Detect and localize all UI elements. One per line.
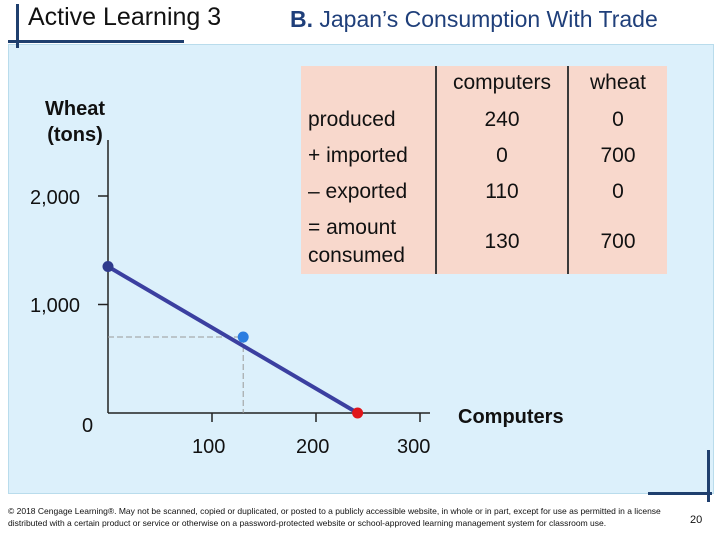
ppf-line-0	[106, 264, 359, 415]
row-label-exported: – exported	[308, 180, 408, 203]
slide-subtitle: B. Japan’s Consumption With Trade	[290, 6, 658, 33]
page-number: 20	[690, 514, 703, 526]
y-axis-title-line-1: Wheat	[45, 98, 105, 120]
table-header-computers: computers	[452, 71, 552, 94]
cell-exported-wheat: 0	[612, 180, 624, 203]
production-point	[352, 407, 364, 419]
consumption-point	[237, 331, 249, 343]
cell-exported-computers: 110	[485, 180, 519, 203]
row-label-consumed: consumed	[308, 244, 405, 267]
intercept-point	[102, 261, 114, 273]
subtitle-text: Japan’s Consumption With Trade	[313, 6, 658, 32]
subtitle-letter: B.	[290, 6, 313, 32]
cell-consumed-wheat: 700	[600, 230, 636, 253]
row-label-produced: produced	[308, 108, 396, 131]
cell-consumed-computers: 130	[484, 230, 520, 253]
cell-produced-wheat: 0	[612, 108, 624, 131]
table-divider-1	[435, 66, 437, 274]
origin-label: 0	[82, 415, 94, 437]
cell-imported-computers: 0	[496, 144, 508, 167]
cell-produced-computers: 240	[484, 108, 520, 131]
footer-right-bar	[707, 450, 710, 502]
trade-table	[301, 66, 667, 274]
row-label-amount: = amount	[308, 216, 397, 239]
x-tick-label-300: 300	[397, 436, 431, 458]
cell-imported-wheat: 700	[600, 144, 636, 167]
y-tick-label-1000: 1,000	[30, 295, 81, 317]
x-tick-label-200: 200	[296, 436, 330, 458]
y-axis-title: Wheat (tons)	[28, 96, 122, 148]
title-underline	[8, 40, 184, 43]
x-tick-label-100: 100	[192, 436, 226, 458]
table-divider-2	[567, 66, 569, 274]
copyright-notice: © 2018 Cengage Learning®. May not be sca…	[8, 506, 661, 528]
footer-rule	[648, 492, 712, 495]
x-axis-title: Computers	[458, 406, 564, 428]
slide-title: Active Learning 3	[28, 3, 222, 31]
table-header-wheat: wheat	[589, 71, 647, 94]
title-left-bar	[16, 4, 19, 48]
row-label-imported: + imported	[308, 144, 408, 167]
y-tick-label-2000: 2,000	[30, 187, 81, 209]
y-axis-title-line-2: (tons)	[47, 124, 103, 146]
